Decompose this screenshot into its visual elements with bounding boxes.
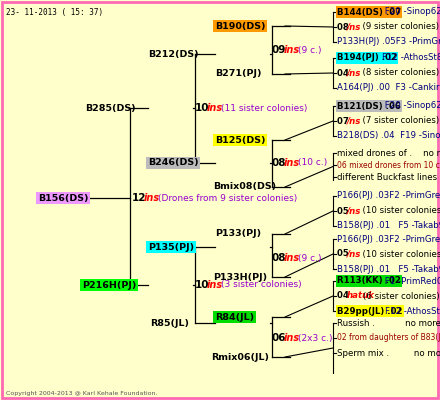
Text: ins: ins xyxy=(284,45,300,55)
Text: B285(DS): B285(DS) xyxy=(85,104,136,112)
Text: /ns: /ns xyxy=(347,116,361,126)
Text: /ns: /ns xyxy=(347,206,361,216)
Text: B29pp(JL) .02: B29pp(JL) .02 xyxy=(337,306,403,316)
Text: 05: 05 xyxy=(337,206,352,216)
Text: ins: ins xyxy=(144,193,160,203)
Text: Russish .           no more: Russish . no more xyxy=(337,318,440,328)
Text: 23- 11-2013 ( 15: 37): 23- 11-2013 ( 15: 37) xyxy=(6,8,103,17)
Text: F20 -Sinop62R: F20 -Sinop62R xyxy=(381,8,440,16)
Text: P133H(PJ): P133H(PJ) xyxy=(213,272,267,282)
Text: 08: 08 xyxy=(272,253,286,263)
Text: (8 sister colonies): (8 sister colonies) xyxy=(357,68,439,78)
Text: (7 sister colonies): (7 sister colonies) xyxy=(357,116,439,126)
Text: B144(DS) .07: B144(DS) .07 xyxy=(337,8,401,16)
Text: 08: 08 xyxy=(337,22,352,32)
Text: (11 sister colonies): (11 sister colonies) xyxy=(221,104,308,112)
Text: (3 sister colonies): (3 sister colonies) xyxy=(221,280,302,290)
Text: P135(PJ): P135(PJ) xyxy=(148,242,194,252)
Text: (2x3 c.): (2x3 c.) xyxy=(298,334,333,342)
Text: ins: ins xyxy=(284,253,300,263)
Text: P133H(PJ) .05F3 -PrimGreen00: P133H(PJ) .05F3 -PrimGreen00 xyxy=(337,38,440,46)
Text: B194(PJ) .02: B194(PJ) .02 xyxy=(337,54,397,62)
Text: F20 -Sinop62R: F20 -Sinop62R xyxy=(381,102,440,110)
Text: 12: 12 xyxy=(132,193,147,203)
Text: (10 sister colonies): (10 sister colonies) xyxy=(357,250,440,258)
Text: hatuk: hatuk xyxy=(347,292,375,300)
Text: 09: 09 xyxy=(272,45,286,55)
Text: 06: 06 xyxy=(272,333,286,343)
Text: /ns: /ns xyxy=(347,68,361,78)
Text: 05: 05 xyxy=(337,250,352,258)
Text: ins: ins xyxy=(207,280,223,290)
Text: B218(DS) .04  F19 -Sinop62R: B218(DS) .04 F19 -Sinop62R xyxy=(337,132,440,140)
Text: 06 mixed drones from 10 colonies: 06 mixed drones from 10 colonies xyxy=(337,160,440,170)
Text: B158(PJ) .01   F5 -Takab93R: B158(PJ) .01 F5 -Takab93R xyxy=(337,264,440,274)
Text: R85(JL): R85(JL) xyxy=(150,318,189,328)
Text: Copyright 2004-2013 @ Karl Kehale Foundation.: Copyright 2004-2013 @ Karl Kehale Founda… xyxy=(6,391,158,396)
Text: P216H(PJ): P216H(PJ) xyxy=(82,280,136,290)
Text: (Drones from 9 sister colonies): (Drones from 9 sister colonies) xyxy=(158,194,297,202)
Text: (9 c.): (9 c.) xyxy=(298,46,322,54)
Text: /ns: /ns xyxy=(347,22,361,32)
Text: A164(PJ) .00  F3 -Cankiri97Q: A164(PJ) .00 F3 -Cankiri97Q xyxy=(337,84,440,92)
Text: (9 sister colonies): (9 sister colonies) xyxy=(357,22,439,32)
Text: Rmix06(JL): Rmix06(JL) xyxy=(211,352,269,362)
Text: B156(DS): B156(DS) xyxy=(38,194,88,202)
Text: ins: ins xyxy=(284,158,300,168)
Text: B190(DS): B190(DS) xyxy=(215,22,265,30)
Text: ins: ins xyxy=(207,103,223,113)
Text: B125(DS): B125(DS) xyxy=(215,136,265,144)
Text: R113(KK) .02: R113(KK) .02 xyxy=(337,276,401,286)
Text: 02 from daughters of B83(JL) and R1: 02 from daughters of B83(JL) and R1 xyxy=(337,334,440,342)
Text: B212(DS): B212(DS) xyxy=(148,50,198,58)
Text: 04: 04 xyxy=(337,292,352,300)
Text: P133(PJ): P133(PJ) xyxy=(215,230,261,238)
Text: Bmix08(DS): Bmix08(DS) xyxy=(213,182,276,192)
Text: /ns: /ns xyxy=(347,250,361,258)
Text: Sperm mix .         no more: Sperm mix . no more xyxy=(337,348,440,358)
Text: 08: 08 xyxy=(272,158,286,168)
Text: R84(JL): R84(JL) xyxy=(215,312,254,322)
Text: 07: 07 xyxy=(337,116,352,126)
Text: 10: 10 xyxy=(195,103,209,113)
Text: B246(DS): B246(DS) xyxy=(148,158,198,168)
Text: 04: 04 xyxy=(337,68,352,78)
Text: F12 -AthosSt80R: F12 -AthosSt80R xyxy=(381,54,440,62)
Text: P166(PJ) .03F2 -PrimGreen00: P166(PJ) .03F2 -PrimGreen00 xyxy=(337,192,440,200)
Text: mixed drones of .    no more: mixed drones of . no more xyxy=(337,148,440,158)
Text: B121(DS) .06: B121(DS) .06 xyxy=(337,102,401,110)
Text: 10: 10 xyxy=(195,280,209,290)
Text: (9 c.): (9 c.) xyxy=(298,254,322,262)
Text: B271(PJ): B271(PJ) xyxy=(215,70,261,78)
Text: ins: ins xyxy=(284,333,300,343)
Text: different Buckfast lines more: different Buckfast lines more xyxy=(337,172,440,182)
Text: P166(PJ) .03F2 -PrimGreen00: P166(PJ) .03F2 -PrimGreen00 xyxy=(337,234,440,244)
Text: B158(PJ) .01   F5 -Takab93R: B158(PJ) .01 F5 -Takab93R xyxy=(337,222,440,230)
Text: (10 sister colonies): (10 sister colonies) xyxy=(357,206,440,216)
Text: F1 -PrimRed01: F1 -PrimRed01 xyxy=(381,276,440,286)
Text: (6 sister colonies): (6 sister colonies) xyxy=(363,292,440,300)
Text: F12 -AthosSt80R: F12 -AthosSt80R xyxy=(385,306,440,316)
Text: (10 c.): (10 c.) xyxy=(298,158,327,168)
